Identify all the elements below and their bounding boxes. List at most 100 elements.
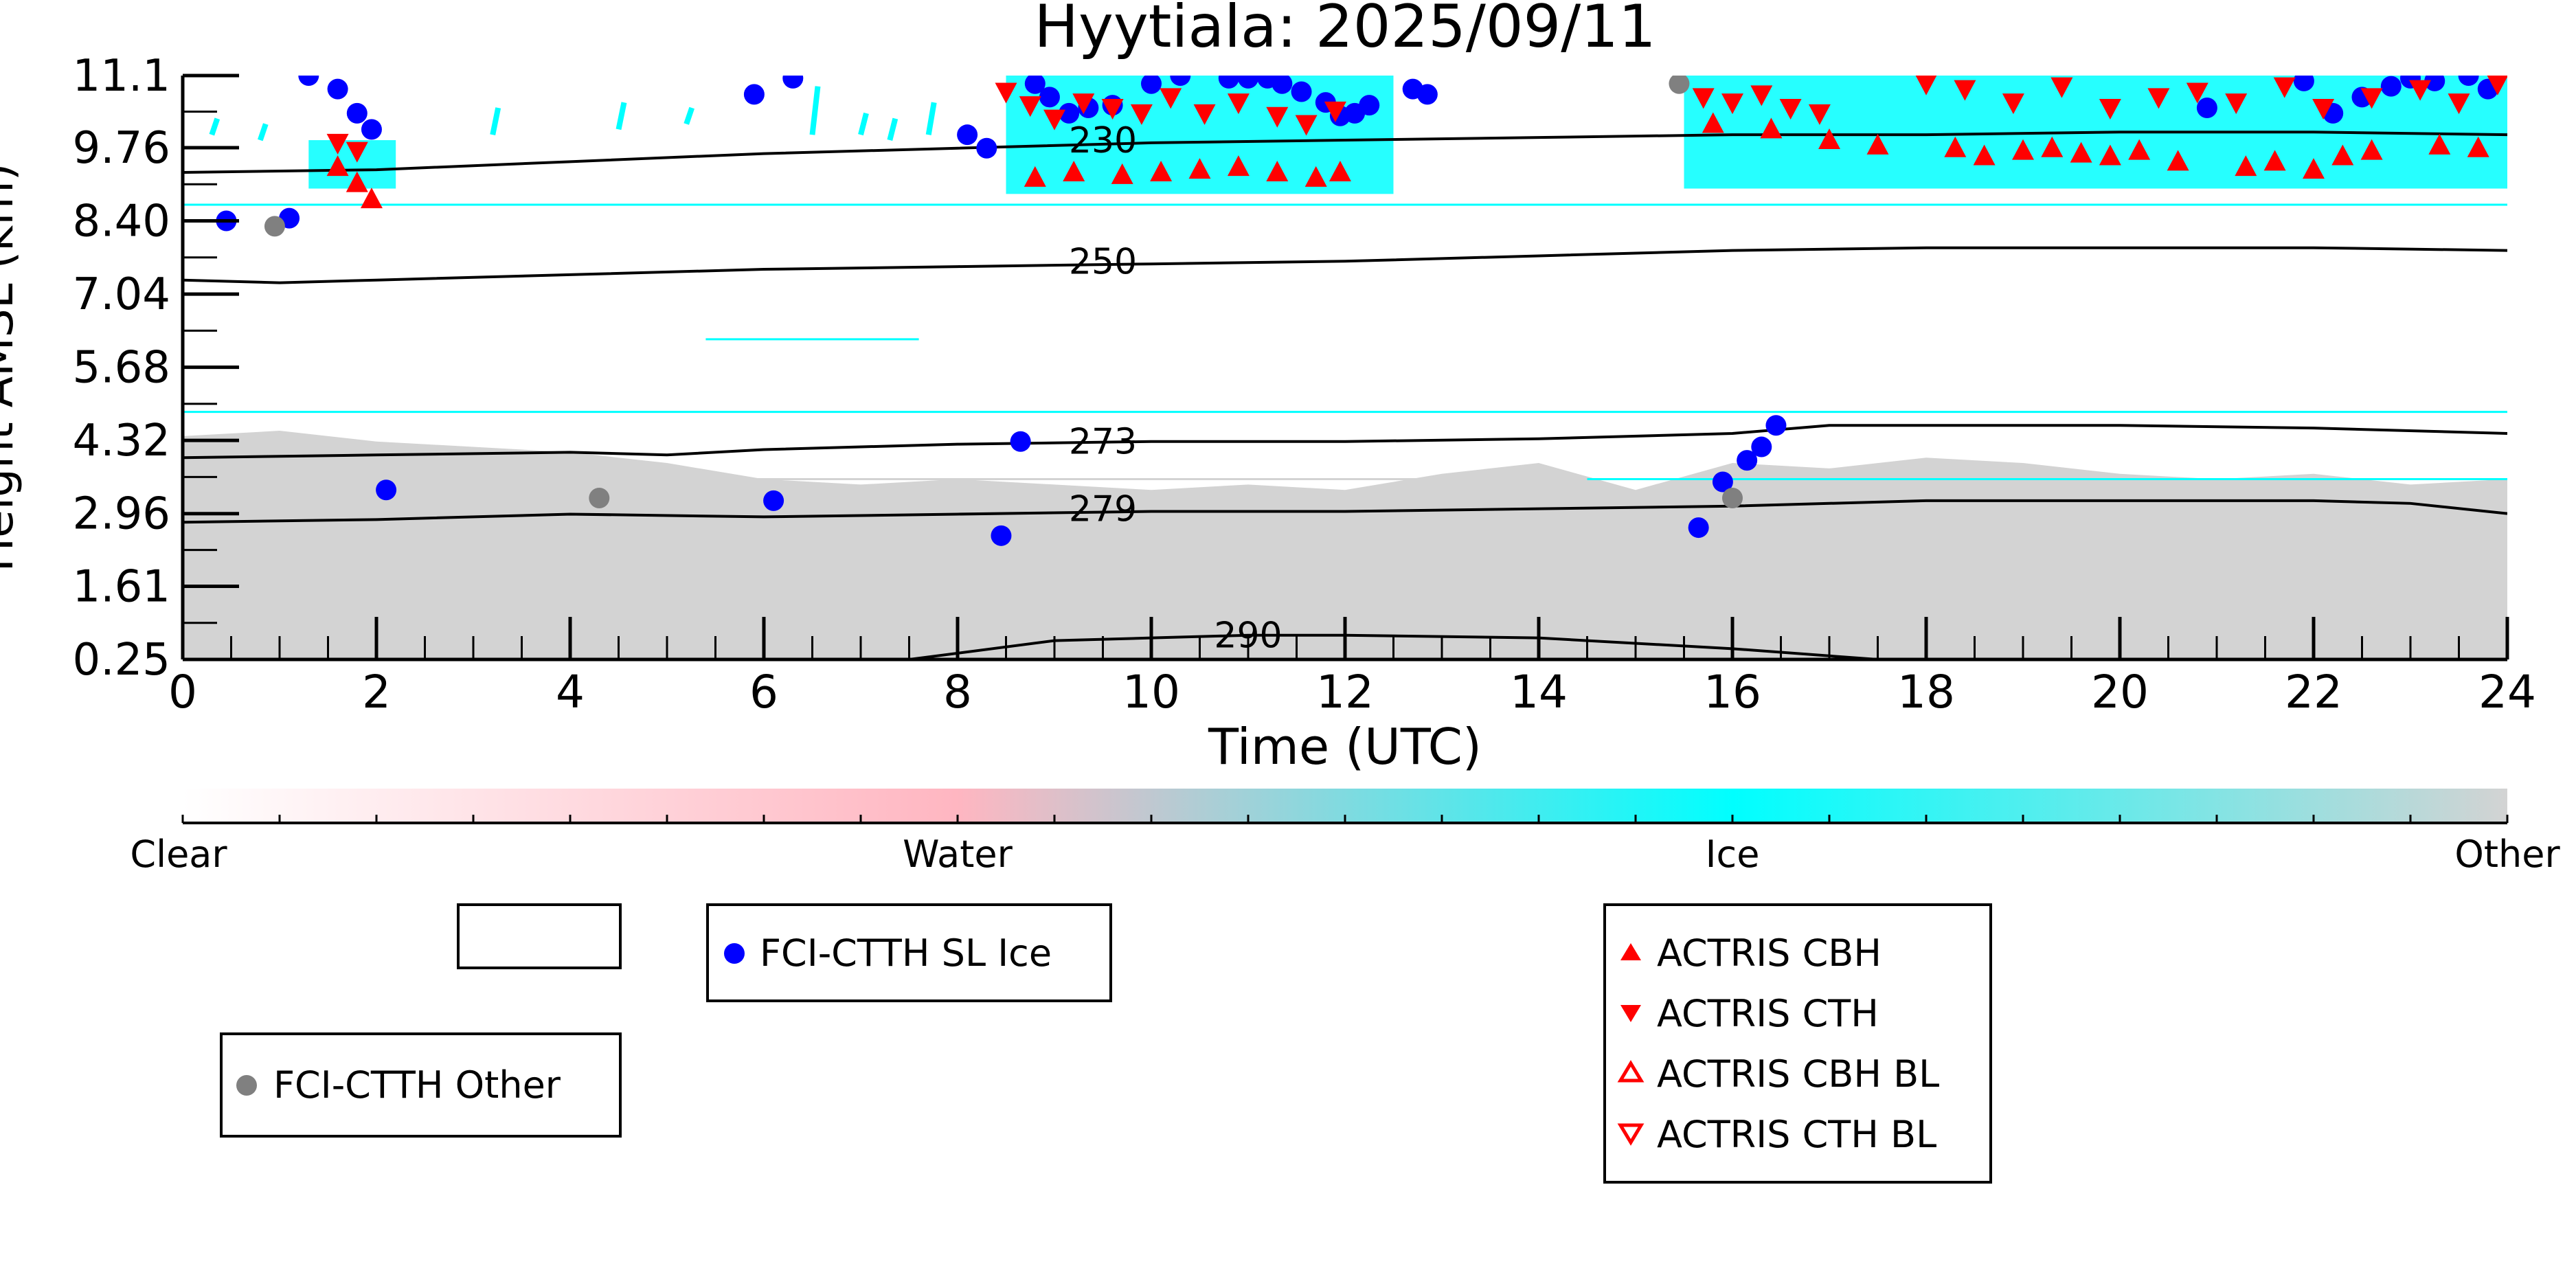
x-tick-label: 12 bbox=[1316, 666, 1374, 719]
marker-fci-ctth-sl-ice bbox=[1416, 84, 1438, 105]
marker-actris-cbh bbox=[346, 171, 368, 192]
ice-streak bbox=[683, 106, 694, 125]
marker-fci-ctth-sl-ice bbox=[1141, 76, 1162, 94]
marker-actris-cth bbox=[1915, 76, 1937, 95]
contour-label-279: 279 bbox=[1069, 489, 1137, 530]
marker-actris-cth bbox=[1019, 96, 1041, 117]
marker-actris-cth bbox=[2002, 93, 2024, 115]
marker-actris-cbh bbox=[1266, 161, 1289, 182]
marker-actris-cth bbox=[346, 142, 368, 163]
marker-fci-ctth-sl-ice bbox=[1039, 87, 1060, 108]
marker-fci-ctth-sl-ice bbox=[327, 78, 348, 100]
marker-actris-cbh bbox=[1973, 144, 1996, 166]
marker-fci-ctth-other bbox=[264, 216, 285, 237]
contour-line-230 bbox=[183, 131, 2507, 174]
y-tick-label: 7.04 bbox=[73, 269, 171, 320]
x-tick-label: 6 bbox=[749, 666, 778, 719]
marker-fci-ctth-sl-ice bbox=[743, 84, 765, 105]
marker-actris-cth bbox=[1779, 99, 1802, 120]
colorbar: Clear Water Ice Other bbox=[130, 789, 2560, 876]
x-axis-label: Time (UTC) bbox=[1208, 718, 1482, 776]
legend-marker-fci-ice bbox=[724, 943, 745, 964]
marker-actris-cth bbox=[1721, 93, 1743, 115]
marker-actris-cbh bbox=[1024, 166, 1046, 187]
legend-fci-ice: FCI-CTTH SL Ice bbox=[706, 903, 1112, 1002]
x-tick-label: 4 bbox=[556, 666, 585, 719]
y-tick-label: 2.96 bbox=[73, 489, 171, 540]
marker-actris-cth bbox=[2360, 88, 2383, 109]
y-tick-label: 5.68 bbox=[73, 343, 171, 394]
marker-fci-ctth-sl-ice bbox=[991, 525, 1012, 546]
colorbar-label-ice: Ice bbox=[1706, 833, 1760, 876]
marker-fci-ctth-sl-ice bbox=[782, 76, 804, 89]
marker-actris-cth bbox=[1160, 88, 1182, 109]
marker-fci-ctth-sl-ice bbox=[2293, 76, 2314, 91]
ice-streak bbox=[925, 102, 937, 135]
marker-actris-cth bbox=[2312, 99, 2335, 120]
marker-fci-ctth-sl-ice bbox=[361, 119, 382, 140]
legend-marker-actris-cbh-bl bbox=[1617, 1060, 1645, 1083]
ice-streak bbox=[615, 102, 627, 131]
marker-fci-ctth-sl-ice bbox=[957, 124, 978, 146]
marker-fci-ctth-sl-ice bbox=[1059, 102, 1080, 124]
colorbar-label-water: Water bbox=[903, 833, 1013, 876]
marker-fci-ctth-sl-ice bbox=[1170, 76, 1191, 86]
y-tick-label: 11.1 bbox=[73, 51, 171, 102]
legend-empty-box bbox=[457, 903, 622, 969]
marker-actris-cbh bbox=[2360, 139, 2383, 160]
marker-fci-ctth-sl-ice bbox=[976, 137, 997, 159]
marker-actris-cbh bbox=[360, 188, 383, 209]
x-tick-label: 18 bbox=[1897, 666, 1955, 719]
marker-actris-cbh bbox=[1944, 136, 1967, 157]
marker-fci-ctth-sl-ice bbox=[1688, 517, 1709, 539]
ice-streak bbox=[209, 117, 221, 136]
marker-fci-ctth-sl-ice bbox=[1024, 76, 1046, 94]
marker-actris-cth bbox=[995, 82, 1017, 104]
marker-actris-cbh bbox=[2041, 136, 2064, 157]
legend-marker-actris-cbh bbox=[1620, 943, 1641, 960]
y-tick-label: 1.61 bbox=[73, 561, 171, 612]
contour-label-250: 250 bbox=[1069, 241, 1137, 282]
marker-actris-cbh bbox=[2070, 142, 2092, 163]
marker-fci-ctth-sl-ice bbox=[1712, 471, 1733, 493]
y-axis-label: Height AMSL (km) bbox=[0, 163, 23, 572]
y-tick-label: 8.40 bbox=[73, 196, 171, 247]
marker-fci-ctth-sl-ice bbox=[1359, 95, 1380, 116]
marker-actris-cth bbox=[1227, 93, 1250, 115]
marker-fci-ctth-sl-ice bbox=[1291, 81, 1312, 102]
marker-actris-cth bbox=[1324, 101, 1346, 122]
marker-actris-cth bbox=[2487, 76, 2507, 95]
marker-actris-cbh bbox=[1111, 163, 1133, 184]
marker-fci-ctth-sl-ice bbox=[1272, 76, 1293, 94]
legend-label-fci-other: FCI-CTTH Other bbox=[273, 1063, 561, 1107]
legend-label-actris-cbh-bl: ACTRIS CBH BL bbox=[1657, 1052, 1939, 1096]
marker-actris-cth bbox=[1193, 104, 1216, 125]
marker-fci-ctth-sl-ice bbox=[1765, 415, 1787, 436]
marker-fci-ctth-sl-ice bbox=[1238, 76, 1258, 89]
marker-fci-ctth-sl-ice bbox=[1751, 436, 1772, 457]
marker-actris-cbh bbox=[1304, 166, 1327, 187]
x-tick-label: 20 bbox=[2091, 666, 2149, 719]
ice-streak bbox=[258, 123, 269, 142]
marker-fci-ctth-sl-ice bbox=[2458, 76, 2479, 86]
marker-actris-cbh bbox=[1063, 161, 1085, 182]
marker-actris-cbh bbox=[2263, 150, 2286, 171]
contour-line-273 bbox=[183, 424, 2507, 460]
marker-actris-cth bbox=[1101, 99, 1124, 120]
x-tick-label: 10 bbox=[1122, 666, 1180, 719]
marker-actris-cth bbox=[1072, 93, 1095, 115]
colorbar-label-other: Other bbox=[2454, 833, 2560, 876]
ice-streak bbox=[809, 86, 821, 135]
contour-line-250 bbox=[183, 246, 2507, 284]
contour-line-279 bbox=[183, 499, 2507, 524]
marker-actris-cbh bbox=[1227, 155, 1250, 177]
marker-actris-cbh bbox=[1329, 161, 1351, 182]
marker-fci-ctth-sl-ice bbox=[1737, 450, 1758, 471]
marker-actris-cbh bbox=[1866, 133, 1889, 155]
marker-fci-ctth-other bbox=[1722, 487, 1743, 508]
marker-actris-cth bbox=[326, 133, 349, 155]
marker-actris-cbh bbox=[1818, 128, 1840, 150]
colorbar-ticks bbox=[181, 815, 2509, 823]
